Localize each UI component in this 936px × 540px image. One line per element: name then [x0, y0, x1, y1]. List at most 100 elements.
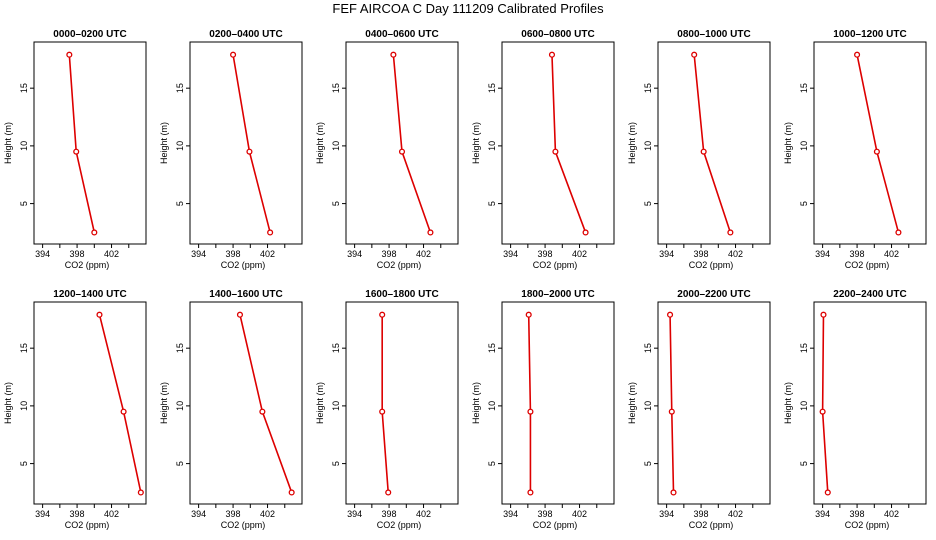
panel-title: 2000–2200 UTC [677, 289, 750, 300]
x-tick-label: 394 [659, 509, 674, 519]
x-axis-label: CO2 (ppm) [533, 260, 578, 270]
x-tick-label: 394 [815, 509, 830, 519]
y-tick-label: 10 [487, 401, 497, 411]
panel-title: 1800–2000 UTC [521, 289, 594, 300]
y-tick-label: 10 [175, 141, 185, 151]
profile-line [693, 54, 732, 233]
data-point [895, 229, 902, 236]
data-point [379, 311, 386, 318]
y-tick-label: 5 [643, 201, 653, 206]
x-axis-label: CO2 (ppm) [377, 260, 422, 270]
y-tick-label: 5 [487, 201, 497, 206]
y-tick-label: 10 [643, 401, 653, 411]
data-point [525, 311, 532, 318]
panel-title: 1200–1400 UTC [53, 289, 126, 300]
y-tick-label: 10 [799, 141, 809, 151]
profile-line [856, 54, 900, 233]
y-tick-label: 10 [799, 401, 809, 411]
panel-4: 0600–0800 UTC 394 398 402 5 10 15 CO2 (ppm) Heig… [471, 29, 615, 270]
data-point [379, 408, 386, 415]
panel-title: 1400–1600 UTC [209, 289, 282, 300]
panel-11: 2000–2200 UTC 394 398 402 5 10 15 CO2 (ppm) Heig… [627, 289, 771, 530]
y-axis-label: Height (m) [627, 382, 637, 424]
x-tick-label: 402 [884, 509, 899, 519]
data-point [427, 229, 434, 236]
x-tick-label: 394 [347, 509, 362, 519]
y-tick-label: 15 [175, 83, 185, 93]
y-tick-label: 15 [643, 343, 653, 353]
y-tick-label: 10 [487, 141, 497, 151]
x-axis-label: CO2 (ppm) [65, 260, 110, 270]
x-tick-label: 394 [35, 509, 50, 519]
x-tick-label: 402 [416, 249, 431, 259]
y-tick-label: 5 [175, 201, 185, 206]
data-point [700, 148, 707, 155]
profile-line [68, 54, 96, 233]
y-axis-label: Height (m) [315, 382, 325, 424]
y-axis-label: Height (m) [315, 122, 325, 164]
panels-grid: 0000–0200 UTC 394 398 402 5 10 15 CO2 (ppm) Heig… [3, 29, 927, 530]
plot-frame [813, 301, 927, 505]
x-tick-label: 398 [382, 509, 397, 519]
plot-frame [345, 41, 459, 245]
y-tick-label: 10 [175, 401, 185, 411]
y-axis-label: Height (m) [471, 382, 481, 424]
data-point [527, 489, 534, 496]
panel-6: 1000–1200 UTC 394 398 402 5 10 15 CO2 (ppm) Heig… [783, 29, 927, 270]
x-tick-label: 394 [503, 249, 518, 259]
y-tick-label: 10 [19, 141, 29, 151]
plot-frame [501, 301, 615, 505]
data-point [96, 311, 103, 318]
data-point [120, 408, 127, 415]
x-axis-label: CO2 (ppm) [221, 260, 266, 270]
y-tick-label: 5 [799, 201, 809, 206]
x-axis-label: CO2 (ppm) [689, 260, 734, 270]
plot-frame [33, 41, 147, 245]
plot-frame [189, 301, 303, 505]
y-tick-label: 15 [331, 343, 341, 353]
plot-frame [501, 41, 615, 245]
data-point [691, 51, 698, 58]
plot-frame [657, 301, 771, 505]
y-tick-label: 15 [487, 343, 497, 353]
x-tick-label: 394 [503, 509, 518, 519]
profile-line [527, 314, 532, 493]
profile-line [239, 314, 293, 493]
figure-title: FEF AIRCOA C Day 111209 Calibrated Profi… [332, 1, 604, 16]
y-tick-label: 5 [331, 201, 341, 206]
x-axis-label: CO2 (ppm) [221, 520, 266, 530]
x-tick-label: 398 [226, 509, 241, 519]
panel-3: 0400–0600 UTC 394 398 402 5 10 15 CO2 (ppm) Heig… [315, 29, 459, 270]
data-point [390, 51, 397, 58]
profile-line [821, 314, 829, 493]
y-tick-label: 10 [331, 401, 341, 411]
x-tick-label: 394 [191, 509, 206, 519]
plot-frame [33, 301, 147, 505]
data-point [670, 489, 677, 496]
y-tick-label: 15 [175, 343, 185, 353]
x-axis-label: CO2 (ppm) [845, 260, 890, 270]
data-point [91, 229, 98, 236]
data-point [548, 51, 556, 58]
data-point [385, 489, 392, 496]
panel-2: 0200–0400 UTC 394 398 402 5 10 15 CO2 (ppm) Heig… [159, 29, 303, 270]
x-tick-label: 398 [694, 249, 709, 259]
data-point [259, 408, 266, 415]
x-tick-label: 398 [850, 509, 865, 519]
profile-line [232, 54, 271, 233]
x-tick-label: 398 [226, 249, 241, 259]
x-tick-label: 402 [260, 509, 275, 519]
panel-title: 1600–1800 UTC [365, 289, 438, 300]
panel-9: 1600–1800 UTC 394 398 402 5 10 15 CO2 (ppm) Heig… [315, 289, 459, 530]
x-tick-label: 402 [884, 249, 899, 259]
x-axis-label: CO2 (ppm) [689, 520, 734, 530]
data-point [668, 408, 675, 415]
profile-line [669, 314, 675, 493]
y-tick-label: 10 [19, 401, 29, 411]
panel-1: 0000–0200 UTC 394 398 402 5 10 15 CO2 (ppm) Heig… [3, 29, 147, 270]
plot-frame [345, 301, 459, 505]
data-point [854, 51, 861, 58]
y-tick-label: 5 [487, 461, 497, 466]
x-tick-label: 402 [104, 509, 119, 519]
x-tick-label: 394 [659, 249, 674, 259]
